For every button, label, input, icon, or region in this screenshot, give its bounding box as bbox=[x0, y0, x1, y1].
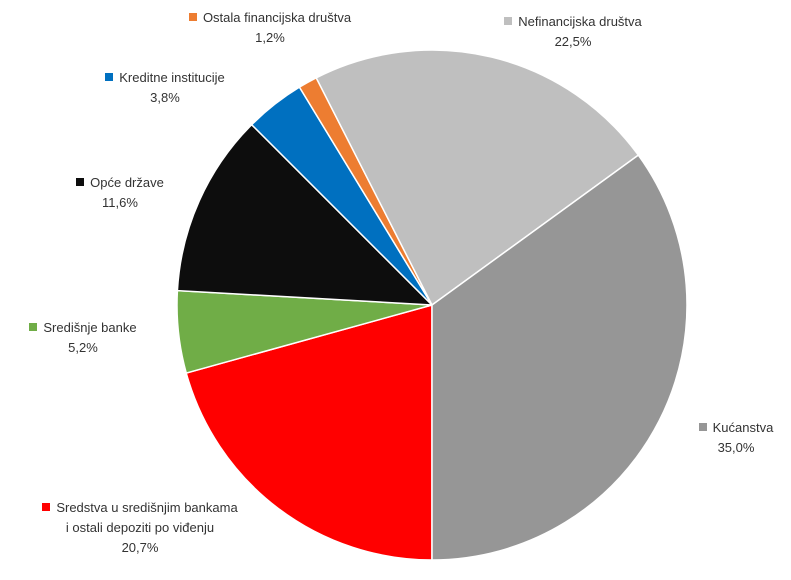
legend-swatch bbox=[698, 423, 707, 431]
category-name: Nefinancijska društva bbox=[518, 14, 642, 29]
legend-swatch bbox=[188, 13, 197, 21]
category-name: Kreditne institucije bbox=[119, 70, 225, 85]
legend-swatch bbox=[42, 503, 51, 511]
slice-label: Nefinancijska društva 22,5% bbox=[478, 12, 668, 52]
slice-label: Opće države 11,6% bbox=[50, 173, 190, 213]
legend-swatch bbox=[504, 17, 513, 25]
value-label: 22,5% bbox=[554, 34, 592, 49]
legend-swatch bbox=[76, 178, 85, 186]
category-name: Kućanstva bbox=[712, 420, 774, 435]
slice-label: Kućanstva 35,0% bbox=[686, 418, 786, 458]
pie-slice bbox=[185, 304, 433, 561]
category-name: Središnje banke bbox=[43, 320, 137, 335]
slice-label: Središnje banke 5,2% bbox=[8, 318, 158, 358]
legend-swatch bbox=[105, 73, 114, 81]
category-name: Ostala financijska društva bbox=[202, 10, 352, 25]
value-label: 20,7% bbox=[121, 540, 159, 555]
value-label: 1,2% bbox=[255, 30, 285, 45]
category-name: Opće države bbox=[90, 175, 164, 190]
category-name: Sredstva u središnjim bankama i ostali d… bbox=[56, 500, 238, 535]
slice-label: Kreditne institucije 3,8% bbox=[75, 68, 255, 108]
value-label: 35,0% bbox=[717, 440, 755, 455]
legend-swatch bbox=[29, 323, 38, 331]
slice-label: Ostala financijska društva 1,2% bbox=[180, 8, 360, 48]
value-label: 3,8% bbox=[150, 90, 180, 105]
pie-slice bbox=[431, 154, 688, 561]
value-label: 11,6% bbox=[102, 195, 138, 210]
pie-slice bbox=[176, 123, 434, 306]
slice-label: Sredstva u središnjim bankama i ostali d… bbox=[40, 498, 240, 558]
pie-slice bbox=[315, 49, 640, 307]
value-label: 5,2% bbox=[68, 340, 98, 355]
